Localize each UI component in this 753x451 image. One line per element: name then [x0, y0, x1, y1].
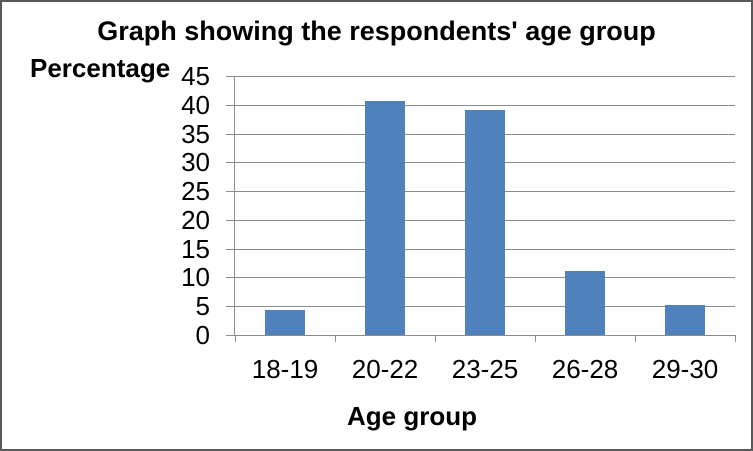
y-axis-line — [234, 76, 235, 336]
x-tick-mark — [635, 335, 636, 342]
x-tick-mark — [235, 335, 236, 342]
y-tick-label: 10 — [181, 262, 210, 293]
x-tick-label: 20-22 — [351, 354, 419, 384]
y-tick-label: 20 — [181, 204, 210, 235]
y-tick-label: 40 — [181, 89, 210, 120]
y-tick-label: 45 — [181, 61, 210, 91]
x-tick-label: 18-19 — [251, 354, 319, 384]
x-tick-mark — [335, 335, 336, 342]
x-tick-label: 23-25 — [451, 354, 519, 384]
bar-29-30 — [665, 305, 705, 335]
y-axis-title: Percentage — [30, 53, 171, 83]
y-tick-mark — [226, 76, 235, 77]
y-tick-mark — [226, 248, 235, 250]
y-tick-label: 15 — [181, 233, 210, 264]
chart-title: Graph showing the respondents' age group — [97, 16, 656, 46]
y-tick-mark — [226, 219, 235, 221]
x-tick-mark — [435, 335, 436, 342]
x-tick-label: 26-28 — [551, 354, 619, 384]
x-tick-label: 29-30 — [651, 354, 719, 384]
y-tick-mark — [226, 277, 235, 279]
y-tick-label: 35 — [181, 118, 210, 149]
bar-18-19 — [265, 309, 305, 335]
y-tick-label: 30 — [181, 147, 210, 178]
y-tick-mark — [226, 191, 235, 193]
bar-26-28 — [565, 271, 605, 335]
y-tick-label: 0 — [195, 320, 210, 350]
x-tick-mark — [735, 335, 736, 342]
x-axis-line — [235, 335, 736, 336]
x-axis-title: Age group — [347, 401, 477, 431]
y-tick-mark — [226, 306, 235, 308]
y-tick-label: 25 — [181, 176, 210, 207]
gridline — [235, 104, 735, 106]
plot-area — [235, 76, 735, 335]
gridline — [235, 76, 735, 77]
y-tick-mark — [226, 335, 235, 336]
bar-20-22 — [365, 100, 405, 335]
y-tick-label: 5 — [195, 291, 210, 322]
x-tick-mark — [535, 335, 536, 342]
bar-23-25 — [465, 109, 505, 335]
y-tick-mark — [226, 133, 235, 135]
y-tick-mark — [226, 162, 235, 164]
y-tick-mark — [226, 104, 235, 106]
